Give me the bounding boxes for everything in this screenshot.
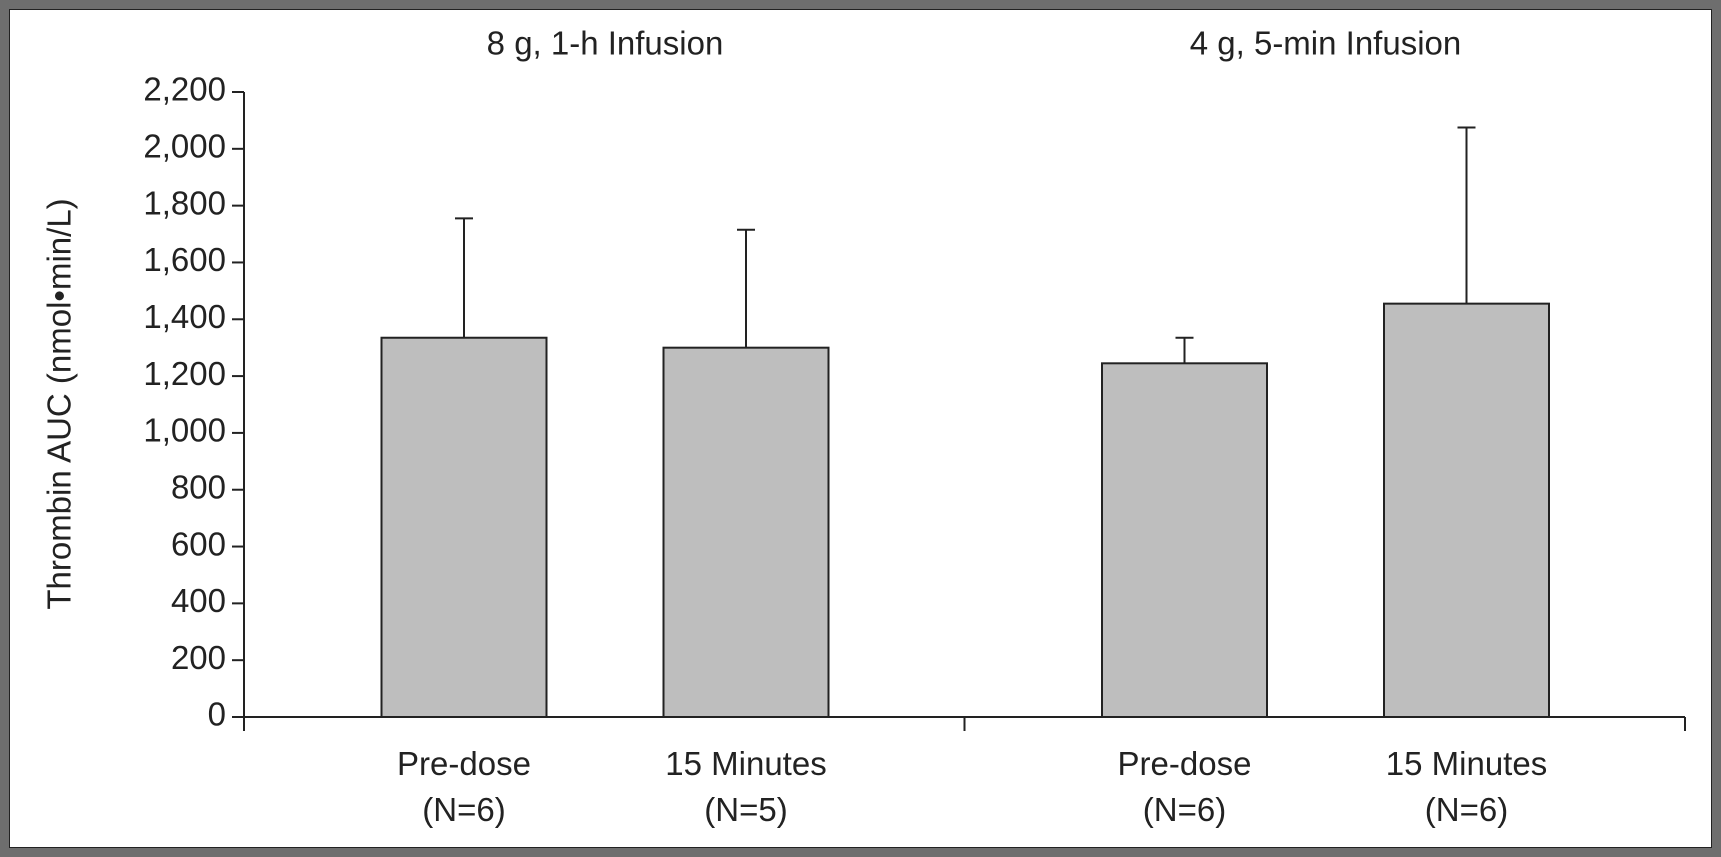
y-tick-label: 2,000 (143, 128, 226, 165)
y-tick-label: 0 (208, 696, 226, 733)
x-tick-label: Pre-dose (N=6) (397, 745, 531, 828)
y-tick-label: 1,000 (143, 412, 226, 449)
bar (380, 336, 548, 718)
y-tick-label: 2,200 (143, 71, 226, 108)
y-tick-label: 800 (171, 468, 226, 505)
y-tick-label: 600 (171, 525, 226, 562)
x-tick-label: 15 Minutes (N=6) (1385, 745, 1548, 828)
y-tick-label: 1,600 (143, 241, 226, 278)
x-tick-label: 15 Minutes (N=5) (665, 745, 827, 828)
group-title: 8 g, 1-h Infusion (487, 25, 724, 62)
bar (1101, 362, 1268, 718)
y-tick-label: 200 (171, 639, 226, 676)
y-axis-label: Thrombin AUC (nmol•min/L) (41, 198, 78, 609)
y-tick-label: 1,200 (143, 355, 226, 392)
group-title: 4 g, 5-min Infusion (1190, 25, 1461, 62)
bar (662, 346, 830, 718)
y-tick-label: 400 (171, 582, 226, 619)
y-tick-label: 1,400 (143, 298, 226, 335)
y-tick-label: 1,800 (143, 184, 226, 221)
bar (1383, 302, 1550, 718)
x-tick-label: Pre-dose (N=6) (1117, 745, 1252, 828)
